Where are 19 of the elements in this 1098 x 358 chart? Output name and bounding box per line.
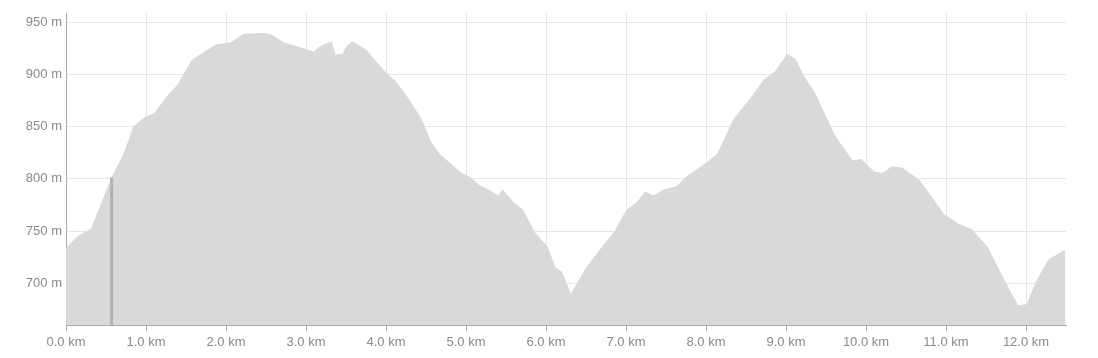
x-tick-label: 5.0 km xyxy=(446,334,486,350)
x-tick-label: 10.0 km xyxy=(842,334,890,350)
y-tick-label: 950 m xyxy=(25,13,62,29)
x-tick-label: 3.0 km xyxy=(286,334,326,350)
x-tick-label: 4.0 km xyxy=(366,334,406,350)
y-tick-label: 850 m xyxy=(25,118,62,134)
x-tick-label: 2.0 km xyxy=(206,334,246,350)
y-tick-label: 800 m xyxy=(25,170,62,186)
x-tick-label: 1.0 km xyxy=(126,334,166,350)
x-tick-label: 11.0 km xyxy=(923,334,969,350)
x-tick-label: 8.0 km xyxy=(686,334,726,350)
y-tick-label: 700 m xyxy=(25,274,62,290)
x-tick-label: 7.0 km xyxy=(606,334,646,350)
y-tick-label: 750 m xyxy=(25,222,62,238)
x-tick-label: 12.0 km xyxy=(1002,334,1050,350)
x-tick-label: 6.0 km xyxy=(526,334,566,350)
y-tick-label: 900 m xyxy=(25,66,62,82)
x-tick-label: 0.0 km xyxy=(46,334,86,350)
x-tick-label: 9.0 km xyxy=(766,334,806,350)
